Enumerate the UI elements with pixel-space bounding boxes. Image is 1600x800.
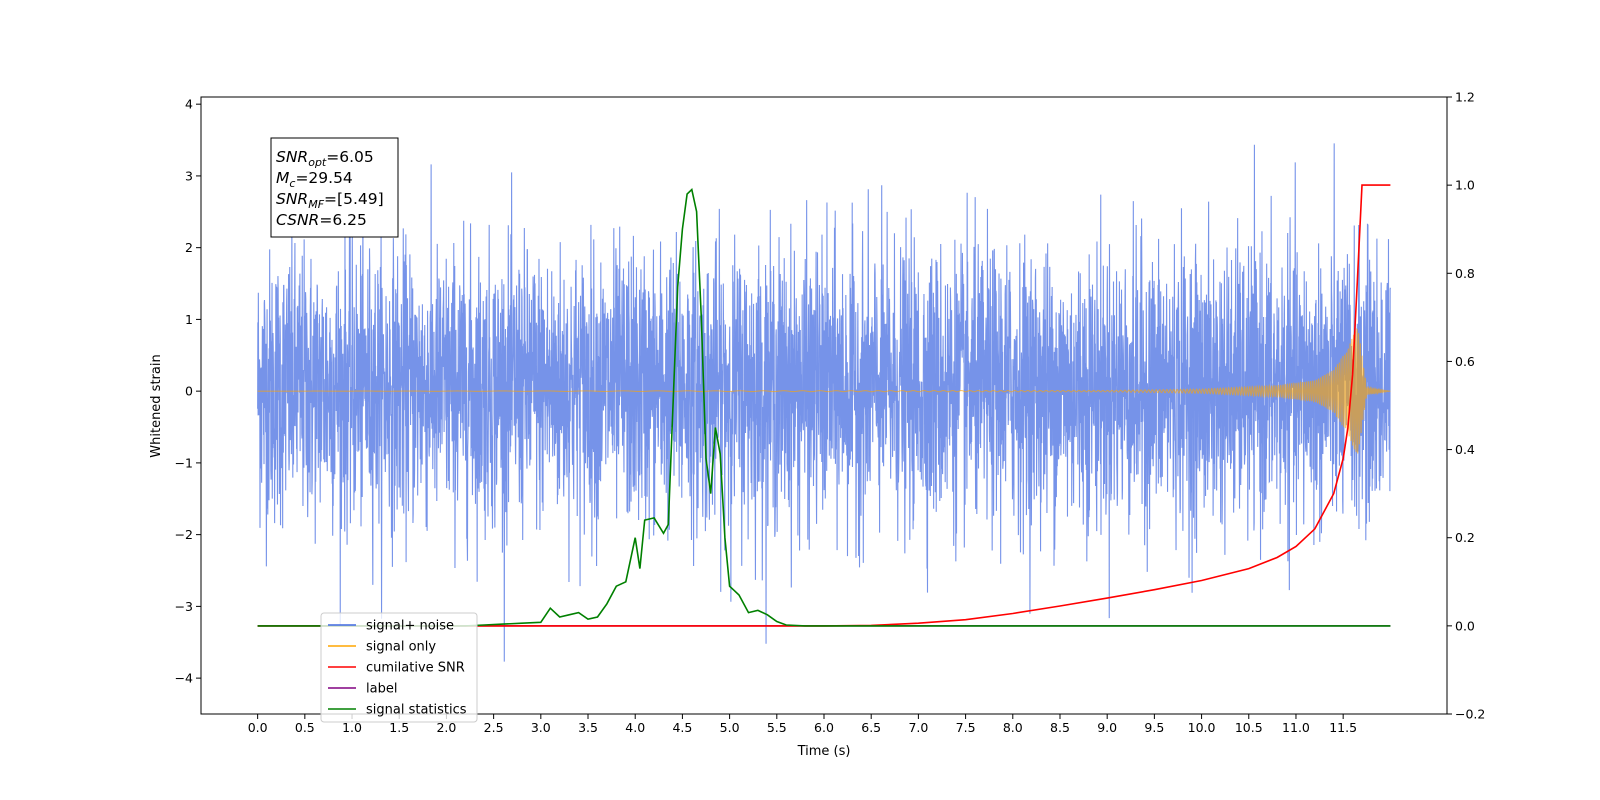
y-right-tick-label: 0.0	[1455, 618, 1475, 633]
x-tick-label: 6.0	[814, 720, 834, 735]
x-tick-label: 3.5	[578, 720, 598, 735]
y-left-tick-label: 4	[185, 97, 193, 112]
x-tick-label: 2.0	[436, 720, 456, 735]
series-signal-noise	[257, 143, 1391, 662]
annotation-line: SNRopt=6.05	[276, 148, 374, 169]
x-tick-label: 4.0	[625, 720, 645, 735]
y-axis-left: 4 3 2 1 0 −1 −2 −3 −4	[175, 97, 201, 686]
annotation-frame	[270, 137, 399, 238]
x-tick-label: 9.0	[1097, 720, 1117, 735]
x-tick-label: 5.0	[720, 720, 740, 735]
x-tick-label: 8.0	[1003, 720, 1023, 735]
x-tick-label: 7.0	[908, 720, 928, 735]
x-tick-label: 1.5	[389, 720, 409, 735]
x-tick-label: 9.5	[1144, 720, 1164, 735]
x-tick-label: 5.5	[767, 720, 787, 735]
y-left-tick-label: 2	[185, 240, 193, 255]
annotation-line: CSNR=6.25	[276, 211, 367, 229]
y-left-tick-label: −1	[175, 455, 193, 470]
legend-label: label	[366, 682, 397, 697]
series-signal-statistics	[257, 188, 1391, 627]
x-axis: 0.0 0.5 1.0 1.5 2.0 2.5 3.0 3.5 4.0 4.5 5.0 5.5 6.0 6…	[248, 714, 1357, 735]
legend-label: cumilative SNR	[366, 661, 465, 676]
x-tick-label: 0.5	[295, 720, 315, 735]
x-tick-label: 2.5	[484, 720, 504, 735]
x-tick-label: 11.0	[1282, 720, 1310, 735]
annotation-line: Mc=29.54	[276, 169, 353, 190]
y-right-tick-label: 0.2	[1455, 530, 1475, 545]
legend-label: signal statistics	[366, 703, 467, 718]
legend-label: signal only	[366, 640, 436, 655]
y-left-tick-label: 1	[185, 312, 193, 327]
y-left-tick-label: −2	[175, 527, 193, 542]
y-left-tick-label: −3	[175, 599, 193, 614]
legend: signal+ noise signal only cumilative SNR la…	[320, 612, 478, 723]
x-tick-label: 11.5	[1329, 720, 1357, 735]
annotation-line: SNRMF=[5.49]	[276, 190, 384, 211]
x-tick-label: 1.0	[342, 720, 362, 735]
series-signal-only	[257, 328, 1391, 454]
x-axis-label: Time (s)	[797, 744, 851, 759]
legend-frame	[320, 612, 478, 723]
y-left-tick-label: −4	[175, 671, 193, 686]
x-tick-label: 6.5	[861, 720, 881, 735]
y-right-tick-label: 0.8	[1455, 266, 1475, 281]
series-cumulative-snr	[257, 184, 1391, 627]
y-right-tick-label: 1.0	[1455, 178, 1475, 193]
y-right-tick-label: 0.4	[1455, 442, 1475, 457]
x-tick-label: 3.0	[531, 720, 551, 735]
x-tick-label: 7.5	[956, 720, 976, 735]
x-tick-label: 4.5	[672, 720, 692, 735]
y-axis-right: 1.2 1.0 0.8 0.6 0.4 0.2 0.0 −0.2	[1447, 90, 1485, 722]
y-right-tick-label: −0.2	[1455, 707, 1485, 722]
x-tick-label: 0.0	[248, 720, 268, 735]
x-tick-label: 8.5	[1050, 720, 1070, 735]
y-right-tick-label: 1.2	[1455, 90, 1475, 105]
x-tick-label: 10.5	[1235, 720, 1263, 735]
y-left-tick-label: 3	[185, 168, 193, 183]
x-tick-label: 10.0	[1188, 720, 1216, 735]
y-axis-left-label: Whitened strain	[149, 354, 164, 457]
legend-label: signal+ noise	[366, 619, 454, 634]
y-left-tick-label: 0	[185, 384, 193, 399]
y-right-tick-label: 0.6	[1455, 354, 1475, 369]
